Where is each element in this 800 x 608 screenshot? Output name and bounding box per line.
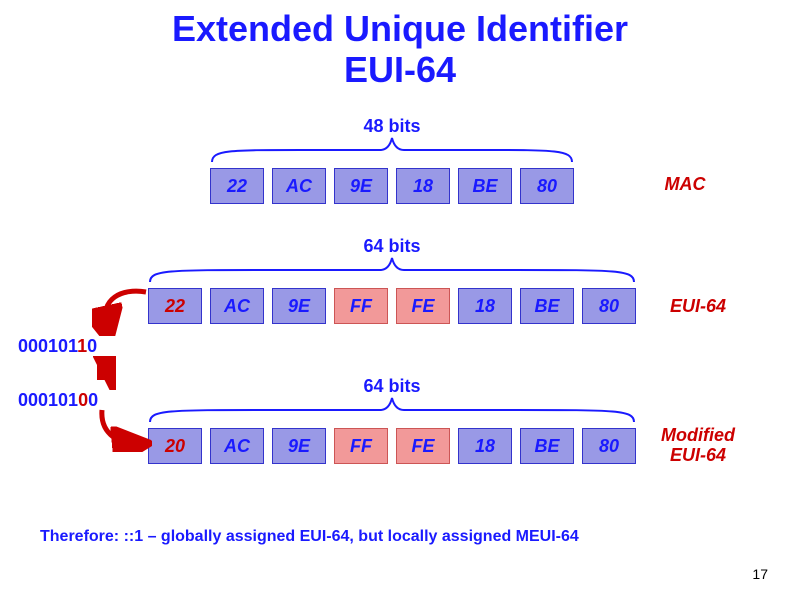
byte-box: 20	[148, 428, 202, 464]
byte-box: BE	[520, 428, 574, 464]
byte-box: 9E	[272, 288, 326, 324]
byte-box: 22	[210, 168, 264, 204]
eui64-label: EUI-64	[648, 296, 748, 317]
byte-box: AC	[210, 288, 264, 324]
title-line2: EUI-64	[0, 49, 800, 90]
byte-box: 80	[582, 288, 636, 324]
conclusion-text: Therefore: ::1 – globally assigned EUI-6…	[40, 528, 579, 546]
arrow-to-binary	[92, 286, 152, 336]
byte-box: 18	[396, 168, 450, 204]
byte-box: 9E	[334, 168, 388, 204]
binary-after: 00010100	[18, 390, 98, 411]
byte-box: FF	[334, 428, 388, 464]
byte-box: FE	[396, 288, 450, 324]
byte-box: 18	[458, 288, 512, 324]
row3-bits-label: 64 bits	[148, 376, 636, 397]
arrow-binary-down	[86, 356, 116, 390]
byte-box: 18	[458, 428, 512, 464]
byte-box: 80	[520, 168, 574, 204]
byte-box: AC	[210, 428, 264, 464]
meui64-row: 20AC9EFFFE18BE80	[148, 428, 636, 464]
byte-box: FF	[334, 288, 388, 324]
byte-box: 80	[582, 428, 636, 464]
row3-brace	[148, 396, 636, 424]
byte-box: FE	[396, 428, 450, 464]
slide-number: 17	[752, 566, 768, 582]
byte-box: 22	[148, 288, 202, 324]
binary-before: 00010110	[18, 336, 97, 357]
row2-brace	[148, 256, 636, 284]
slide-title: Extended Unique Identifier EUI-64	[0, 8, 800, 91]
mac-label: MAC	[640, 174, 730, 195]
byte-box: BE	[520, 288, 574, 324]
row1-bits-label: 48 bits	[210, 116, 574, 137]
byte-box: 9E	[272, 428, 326, 464]
byte-box: BE	[458, 168, 512, 204]
title-line1: Extended Unique Identifier	[0, 8, 800, 49]
meui64-label: Modified EUI-64	[648, 426, 748, 466]
row2-bits-label: 64 bits	[148, 236, 636, 257]
byte-box: AC	[272, 168, 326, 204]
arrow-from-binary	[92, 406, 152, 452]
row1-brace	[210, 136, 574, 164]
mac-row: 22AC9E18BE80	[210, 168, 574, 204]
eui64-row: 22AC9EFFFE18BE80	[148, 288, 636, 324]
